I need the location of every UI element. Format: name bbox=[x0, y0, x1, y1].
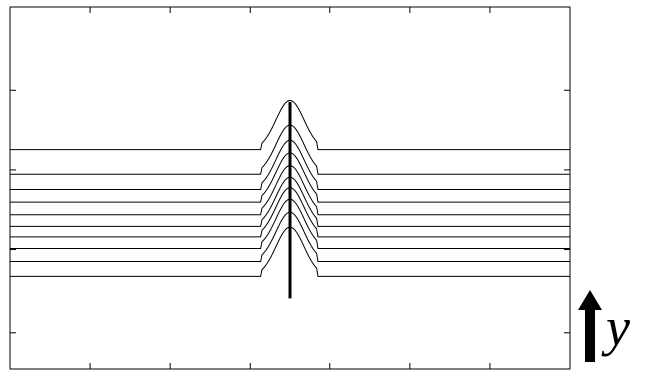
axis-label-y: y bbox=[606, 297, 630, 357]
up-arrow-icon bbox=[578, 290, 602, 362]
axis-ticks bbox=[9, 7, 571, 369]
series-line-1 bbox=[10, 99, 570, 151]
plot-frame bbox=[9, 6, 571, 370]
